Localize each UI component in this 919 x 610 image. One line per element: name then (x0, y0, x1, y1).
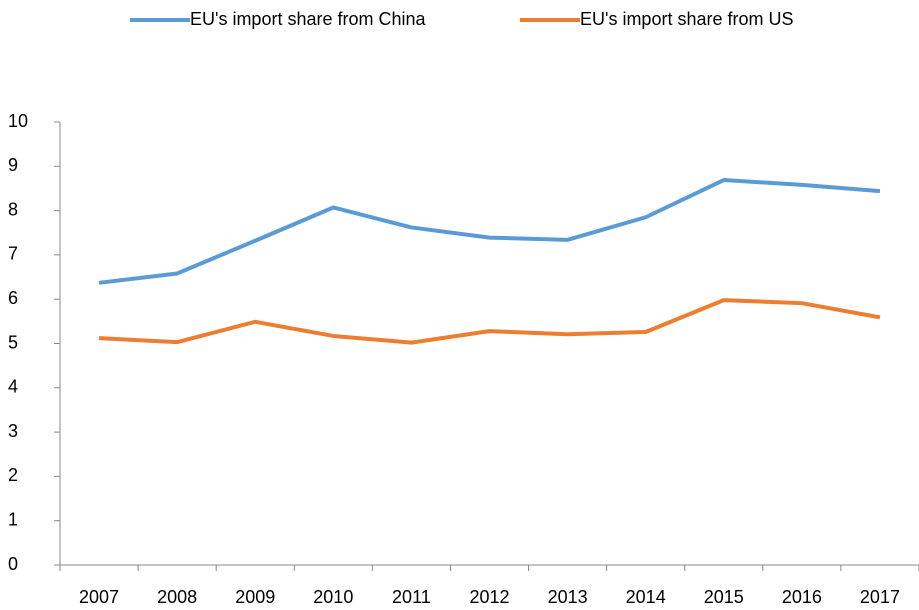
x-tick-label: 2007 (79, 587, 119, 607)
series-line (98, 298, 881, 345)
series-line (98, 178, 881, 285)
y-tick-label: 4 (8, 377, 18, 397)
x-tick-label: 2012 (469, 587, 509, 607)
x-tick-label: 2013 (548, 587, 588, 607)
y-tick-label: 3 (8, 421, 18, 441)
x-tick-label: 2010 (313, 587, 353, 607)
y-tick-label: 7 (8, 244, 18, 264)
y-tick-label: 6 (8, 288, 18, 308)
y-tick-label: 10 (8, 111, 28, 131)
x-tick-label: 2017 (860, 587, 900, 607)
legend-label: EU's import share from China (190, 9, 427, 29)
y-tick-label: 0 (8, 554, 18, 574)
legend-label: EU's import share from US (580, 9, 794, 29)
x-tick-label: 2008 (157, 587, 197, 607)
y-tick-label: 1 (8, 509, 18, 529)
x-tick-label: 2014 (626, 587, 666, 607)
y-tick-label: 8 (8, 199, 18, 219)
x-tick-label: 2009 (235, 587, 275, 607)
x-tick-label: 2011 (392, 587, 431, 607)
x-tick-label: 2016 (782, 587, 822, 607)
y-tick-label: 5 (8, 332, 18, 352)
y-tick-label: 2 (8, 465, 18, 485)
y-tick-label: 9 (8, 155, 18, 175)
x-tick-label: 2015 (704, 587, 744, 607)
